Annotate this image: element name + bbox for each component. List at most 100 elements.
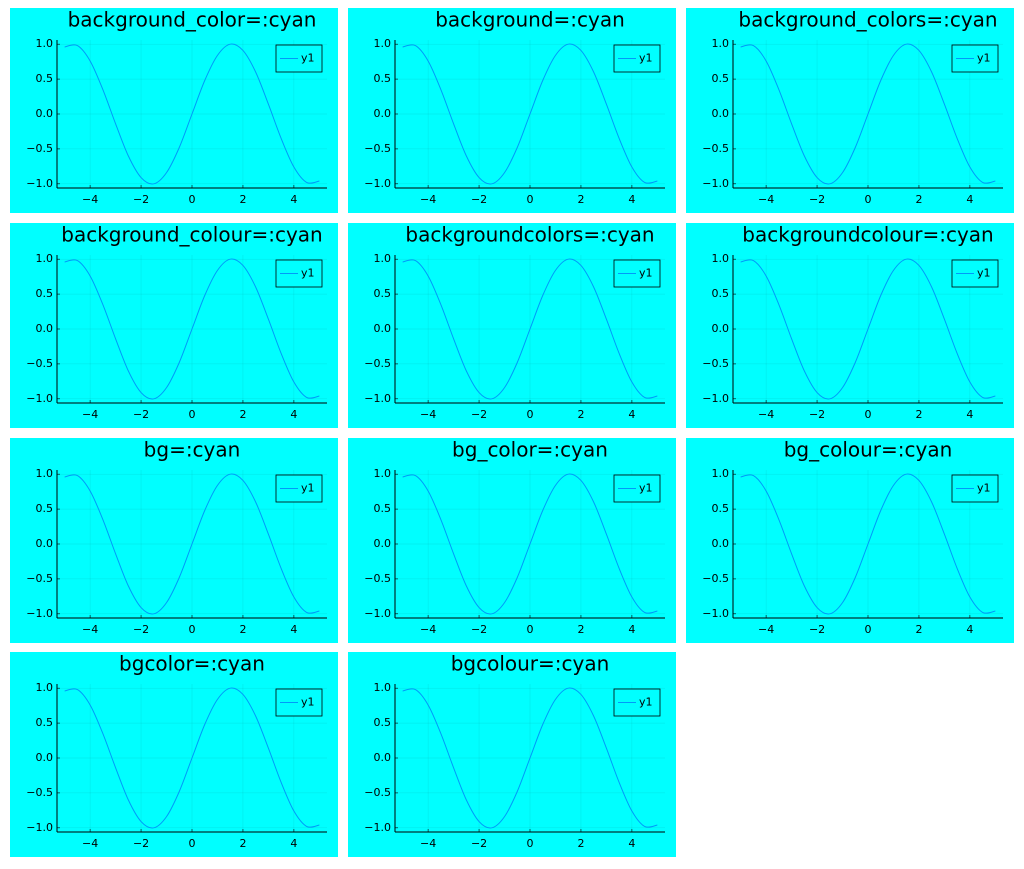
subplot-background — [10, 223, 338, 428]
x-tick-label: −4 — [758, 623, 774, 636]
x-tick-label: −4 — [420, 623, 436, 636]
x-tick-label: 2 — [577, 623, 584, 636]
y-tick-label: −0.5 — [702, 572, 729, 585]
chart-title: backgroundcolors=:cyan — [405, 223, 654, 247]
y-tick-label: −0.5 — [364, 357, 391, 370]
subplot-background — [10, 438, 338, 643]
x-tick-label: 2 — [239, 193, 246, 206]
x-tick-label: 0 — [189, 623, 196, 636]
y-tick-label: 0.0 — [374, 107, 392, 120]
y-tick-label: −1.0 — [26, 177, 53, 190]
y-tick-label: 0.5 — [36, 72, 54, 85]
series-line — [402, 687, 658, 829]
x-tick-label: −2 — [809, 193, 825, 206]
x-tick-label: 4 — [628, 193, 635, 206]
x-tick-label: 4 — [290, 193, 297, 206]
y-tick-label: −0.5 — [26, 572, 53, 585]
x-tick-label: −2 — [809, 408, 825, 421]
subplot-background — [348, 223, 676, 428]
series-line — [402, 473, 658, 615]
legend-label: y1 — [301, 52, 315, 65]
y-tick-label: 1.0 — [374, 681, 392, 694]
x-tick-label: 2 — [577, 408, 584, 421]
chart-title: background=:cyan — [435, 8, 625, 32]
y-tick-label: −1.0 — [702, 607, 729, 620]
y-tick-label: −0.5 — [364, 572, 391, 585]
y-tick-label: 0.0 — [36, 107, 54, 120]
chart-title: bg_colour=:cyan — [784, 438, 953, 462]
legend-label: y1 — [639, 267, 653, 280]
chart-title: bg_color=:cyan — [452, 438, 608, 462]
series-line — [740, 258, 996, 400]
legend-label: y1 — [301, 696, 315, 709]
y-tick-label: −0.5 — [702, 357, 729, 370]
y-tick-label: −1.0 — [364, 177, 391, 190]
legend-label: y1 — [301, 267, 315, 280]
subplot: bgcolor=:cyan −4 −2 0 2 4 −1.0 −0.5 0.0 0.5 1.0 y1 — [10, 652, 338, 857]
subplot-background — [686, 223, 1014, 428]
chart-title: background_colors=:cyan — [738, 8, 997, 32]
subplot-background — [348, 438, 676, 643]
y-tick-label: 0.0 — [712, 107, 730, 120]
x-tick-label: 4 — [628, 408, 635, 421]
series-line — [402, 43, 658, 185]
x-tick-label: −4 — [82, 193, 98, 206]
x-tick-label: −4 — [420, 408, 436, 421]
x-tick-label: 2 — [915, 408, 922, 421]
x-tick-label: −2 — [471, 623, 487, 636]
subplot: bg=:cyan −4 −2 0 2 4 −1.0 −0.5 0.0 0.5 1.0 y1 — [10, 438, 338, 643]
y-tick-label: 0.5 — [712, 502, 730, 515]
y-tick-label: −0.5 — [364, 142, 391, 155]
x-tick-label: 0 — [527, 623, 534, 636]
legend-label: y1 — [639, 482, 653, 495]
chart-title: backgroundcolour=:cyan — [742, 223, 993, 247]
y-tick-label: −0.5 — [26, 786, 53, 799]
x-tick-label: 2 — [915, 623, 922, 636]
x-tick-label: −2 — [133, 623, 149, 636]
x-tick-label: 2 — [239, 408, 246, 421]
y-tick-label: 0.0 — [712, 537, 730, 550]
legend-label: y1 — [639, 696, 653, 709]
x-tick-label: −2 — [133, 837, 149, 850]
x-tick-label: 0 — [189, 837, 196, 850]
y-tick-label: 0.5 — [374, 287, 392, 300]
series-line — [64, 43, 320, 185]
y-tick-label: −0.5 — [364, 786, 391, 799]
y-tick-label: 1.0 — [712, 252, 730, 265]
x-tick-label: 2 — [577, 193, 584, 206]
chart-title: background_color=:cyan — [68, 8, 317, 32]
x-tick-label: −2 — [809, 623, 825, 636]
y-tick-label: −1.0 — [26, 821, 53, 834]
y-tick-label: −0.5 — [26, 357, 53, 370]
subplot: background_colour=:cyan −4 −2 0 2 4 −1.0 −0.5 0.… — [10, 223, 338, 428]
subplot-background — [10, 8, 338, 213]
x-tick-label: −4 — [758, 193, 774, 206]
x-tick-label: 4 — [628, 837, 635, 850]
subplot: background_color=:cyan −4 −2 0 2 4 −1.0 −0.5 0.0… — [10, 8, 338, 213]
legend-box — [951, 44, 999, 73]
legend-label: y1 — [977, 52, 991, 65]
x-tick-label: 4 — [290, 623, 297, 636]
y-tick-label: 1.0 — [374, 252, 392, 265]
subplot: bg_colour=:cyan −4 −2 0 2 4 −1.0 −0.5 0.0 0.5 1.0 y… — [686, 438, 1014, 643]
y-tick-label: −1.0 — [364, 821, 391, 834]
y-tick-label: 0.5 — [36, 716, 54, 729]
y-tick-label: −0.5 — [702, 142, 729, 155]
x-tick-label: 0 — [527, 837, 534, 850]
y-tick-label: 0.5 — [36, 287, 54, 300]
series-line — [402, 258, 658, 400]
chart-title: bgcolor=:cyan — [119, 652, 265, 676]
x-tick-label: −2 — [471, 193, 487, 206]
y-tick-label: −1.0 — [26, 392, 53, 405]
x-tick-label: 2 — [915, 193, 922, 206]
x-tick-label: 4 — [290, 837, 297, 850]
legend-label: y1 — [639, 52, 653, 65]
subplot: backgroundcolors=:cyan −4 −2 0 2 4 −1.0 −0.5 0.0… — [348, 223, 676, 428]
y-tick-label: 0.0 — [36, 322, 54, 335]
subplot-background — [10, 652, 338, 857]
subplot: background=:cyan −4 −2 0 2 4 −1.0 −0.5 0.0 0.5 1.0… — [348, 8, 676, 213]
chart-title: background_colour=:cyan — [61, 223, 322, 247]
y-tick-label: 1.0 — [36, 467, 54, 480]
y-tick-label: 0.0 — [374, 322, 392, 335]
